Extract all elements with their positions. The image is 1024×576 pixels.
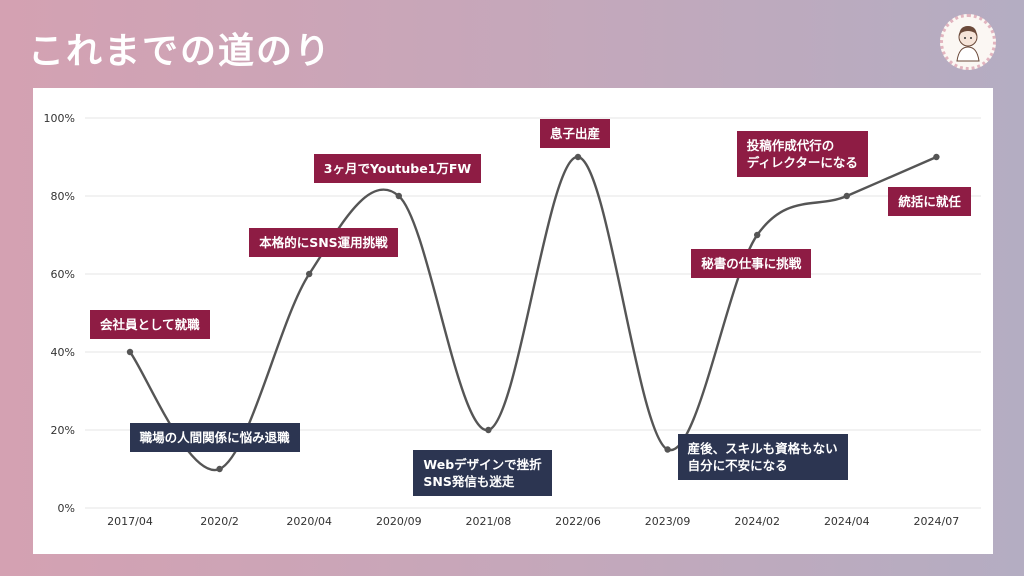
y-tick-label: 0%: [58, 502, 75, 515]
chart-card: 0% 20% 40% 60% 80% 100% 2017/04 2020/2 2020/04 20…: [33, 88, 993, 554]
data-point: [306, 270, 313, 278]
y-tick-label: 20%: [51, 424, 75, 437]
data-point: [754, 231, 761, 239]
x-tick-label: 2017/04: [107, 515, 153, 528]
x-tick-label: 2020/2: [200, 515, 239, 528]
annotation-label: 秘書の仕事に挑戦: [691, 249, 812, 278]
x-tick-label: 2021/08: [466, 515, 512, 528]
data-point: [664, 446, 671, 453]
annotation-label: 3ヶ月でYoutube1万FW: [313, 154, 482, 183]
x-tick-label: 2020/09: [376, 515, 422, 528]
annotation-label: 統括に就任: [888, 187, 971, 216]
data-point: [216, 465, 223, 473]
annotation-label: 産後、スキルも資格もない 自分に不安になる: [677, 433, 848, 480]
x-tick-label: 2024/04: [824, 515, 870, 528]
annotation-label: 投稿作成代行の ディレクターになる: [736, 131, 868, 177]
data-point: [126, 348, 134, 356]
y-tick-label: 80%: [51, 190, 75, 203]
x-tick-label: 2024/07: [914, 515, 960, 528]
y-tick-label: 40%: [51, 346, 75, 359]
x-tick-label: 2022/06: [555, 515, 601, 528]
annotation-label: 会社員として就職: [90, 310, 210, 339]
annotation-label: 息子出産: [540, 119, 611, 148]
annotation-label: 本格的にSNS運用挑戦: [249, 228, 398, 257]
x-tick-label: 2024/02: [734, 515, 780, 528]
line-chart: 0% 20% 40% 60% 80% 100% 2017/04 2020/2 2020/04 20…: [44, 112, 981, 528]
y-tick-label: 60%: [51, 268, 75, 281]
x-tick-label: 2020/04: [286, 515, 332, 528]
x-tick-label: 2023/09: [645, 515, 691, 528]
data-point: [395, 192, 402, 200]
data-point: [485, 426, 492, 434]
annotation-label: 職場の人間関係に悩み退職: [129, 423, 300, 452]
y-tick-label: 100%: [44, 112, 75, 125]
data-point: [843, 192, 850, 200]
avatar-illustration-icon: [956, 26, 980, 62]
data-point: [933, 153, 940, 161]
annotation-label: Webデザインで挫折 SNS発信も迷走: [413, 450, 552, 496]
data-point: [574, 153, 582, 161]
avatar: [940, 14, 996, 70]
page-title: これまでの道のり: [28, 31, 333, 72]
